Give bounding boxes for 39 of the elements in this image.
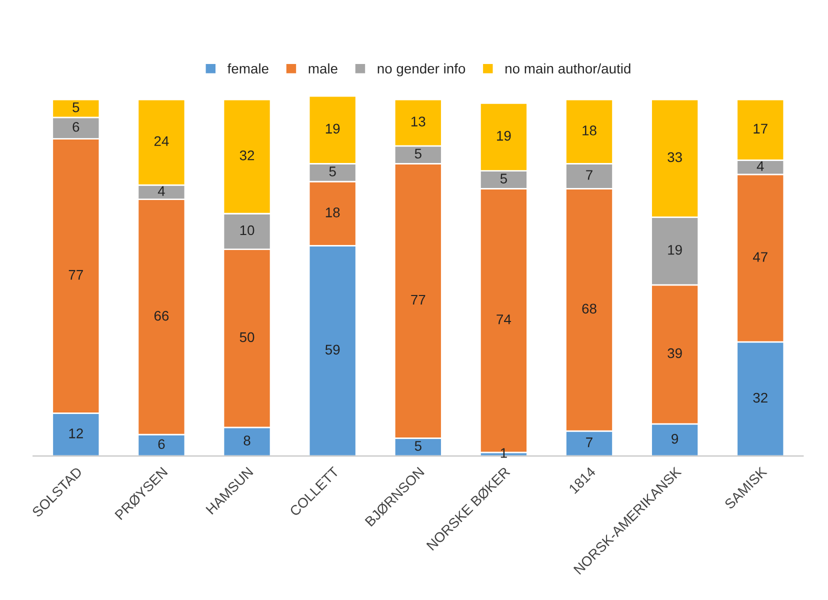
data-label: 17 bbox=[754, 124, 768, 134]
data-label: 5 bbox=[414, 148, 422, 159]
data-label: 7 bbox=[586, 170, 592, 180]
data-label: 74 bbox=[496, 314, 512, 324]
data-label: 59 bbox=[325, 344, 340, 355]
data-label: 8 bbox=[244, 436, 250, 446]
legend-label: female bbox=[228, 63, 268, 74]
data-label: 19 bbox=[668, 244, 682, 255]
data-label: 6 bbox=[158, 439, 165, 450]
data-label: 66 bbox=[154, 310, 169, 321]
data-label: 13 bbox=[411, 116, 426, 126]
legend-label: male bbox=[308, 63, 338, 74]
data-label: 5 bbox=[414, 441, 422, 451]
data-label: 33 bbox=[668, 152, 682, 162]
data-label: 50 bbox=[240, 332, 254, 342]
legend-label: no main author/autid bbox=[505, 63, 630, 74]
data-label: 24 bbox=[154, 136, 169, 146]
data-label: 18 bbox=[326, 208, 340, 218]
data-label: 5 bbox=[329, 166, 336, 176]
data-label: 39 bbox=[668, 348, 682, 358]
data-label: 4 bbox=[756, 161, 764, 171]
data-label: 4 bbox=[158, 186, 165, 196]
data-label: 47 bbox=[752, 252, 768, 262]
data-label: 19 bbox=[326, 124, 340, 134]
legend-label: no gender info bbox=[378, 63, 466, 76]
data-label: 32 bbox=[753, 392, 768, 403]
data-label: 10 bbox=[240, 225, 254, 236]
data-label: 77 bbox=[411, 294, 426, 305]
data-label: 9 bbox=[672, 434, 678, 444]
data-label: 12 bbox=[69, 428, 83, 438]
data-label: 32 bbox=[240, 150, 254, 160]
data-label: 6 bbox=[72, 122, 80, 132]
data-label: 5 bbox=[72, 102, 80, 112]
data-label: 7 bbox=[586, 438, 592, 448]
data-label: 68 bbox=[582, 304, 596, 314]
data-label: 19 bbox=[497, 130, 511, 141]
data-label: 5 bbox=[500, 174, 507, 184]
data-label: 18 bbox=[582, 126, 596, 136]
data-label: 77 bbox=[68, 270, 83, 280]
